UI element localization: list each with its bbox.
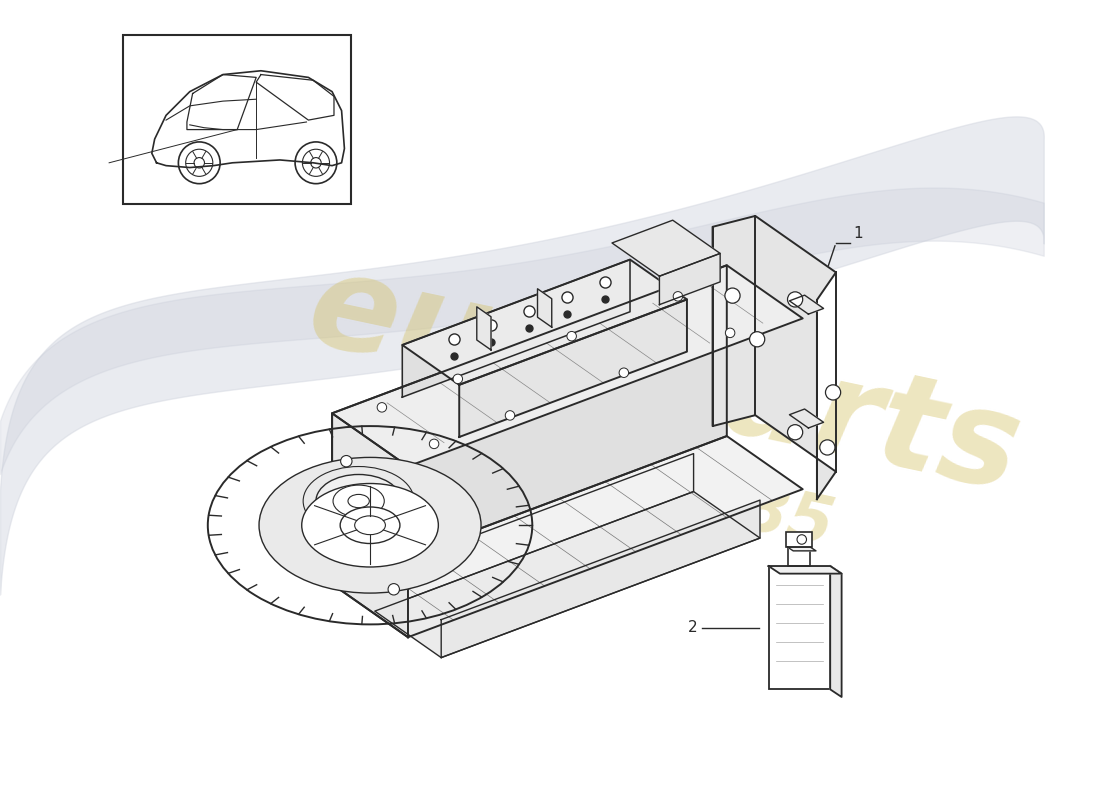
Bar (769, 566, 830, 690)
Circle shape (505, 410, 515, 420)
Polygon shape (403, 259, 686, 385)
Polygon shape (332, 266, 727, 584)
Polygon shape (790, 409, 824, 428)
Circle shape (749, 332, 764, 347)
Bar (123, 34, 351, 203)
Ellipse shape (354, 516, 385, 534)
Circle shape (798, 534, 806, 544)
Ellipse shape (348, 494, 370, 508)
Polygon shape (332, 414, 408, 638)
Polygon shape (830, 566, 842, 697)
Ellipse shape (340, 507, 400, 543)
Ellipse shape (301, 483, 439, 567)
Ellipse shape (316, 474, 402, 528)
Circle shape (619, 368, 628, 378)
Polygon shape (659, 254, 720, 305)
Ellipse shape (258, 458, 481, 593)
Polygon shape (476, 306, 491, 350)
Circle shape (388, 536, 399, 547)
Polygon shape (332, 266, 803, 466)
Ellipse shape (333, 485, 384, 517)
Polygon shape (441, 500, 760, 658)
Ellipse shape (285, 473, 455, 578)
Bar (785, 532, 812, 547)
Circle shape (453, 374, 463, 384)
Circle shape (788, 292, 803, 307)
Text: 2: 2 (688, 620, 697, 635)
Polygon shape (152, 70, 344, 167)
Polygon shape (403, 259, 630, 397)
Circle shape (673, 291, 683, 301)
Circle shape (377, 402, 386, 412)
Polygon shape (769, 566, 842, 574)
Bar (788, 547, 811, 566)
Polygon shape (612, 220, 720, 276)
Circle shape (725, 288, 740, 303)
Text: euroParts: euroParts (297, 244, 1031, 518)
Polygon shape (790, 295, 824, 314)
Polygon shape (713, 216, 836, 499)
Circle shape (566, 331, 576, 341)
Text: since 1985: since 1985 (431, 411, 840, 560)
Polygon shape (538, 289, 552, 327)
Text: 1: 1 (852, 226, 862, 241)
Circle shape (725, 328, 735, 338)
Circle shape (825, 385, 840, 400)
Polygon shape (788, 547, 816, 551)
Polygon shape (375, 491, 760, 658)
Circle shape (388, 583, 399, 595)
Circle shape (341, 455, 352, 467)
Circle shape (820, 440, 835, 455)
Circle shape (429, 439, 439, 449)
Circle shape (341, 550, 352, 562)
Polygon shape (375, 454, 694, 611)
Polygon shape (332, 436, 803, 638)
Circle shape (788, 425, 803, 440)
Polygon shape (459, 299, 686, 437)
Circle shape (388, 489, 399, 500)
Circle shape (341, 503, 352, 514)
